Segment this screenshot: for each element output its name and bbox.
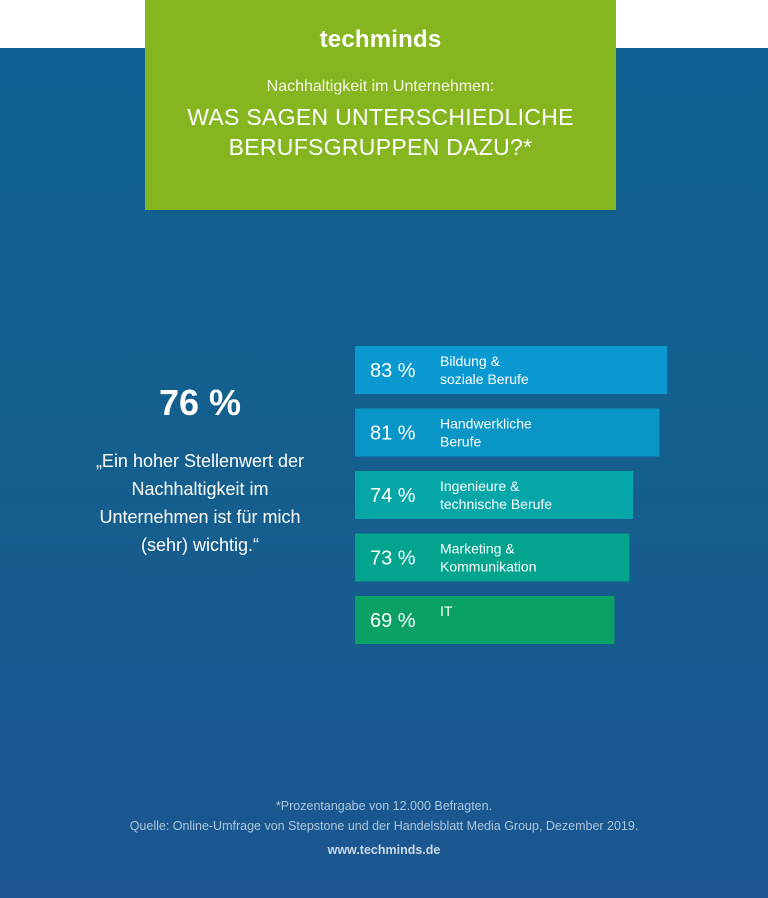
bar-category-label: Bildung & xyxy=(440,353,501,369)
bar-1 xyxy=(355,408,660,457)
bar-0 xyxy=(355,346,667,394)
header-subtitle: Nachhaltigkeit im Unternehmen: xyxy=(266,78,495,95)
bar-3 xyxy=(355,533,630,582)
bar-category-label: technische Berufe xyxy=(440,496,552,512)
bar-category-label: Berufe xyxy=(440,434,481,450)
bar-value-label: 73 % xyxy=(370,548,416,570)
bar-category-label: Kommunikation xyxy=(440,559,537,575)
header-title-line-1: WAS SAGEN UNTERSCHIEDLICHE xyxy=(187,104,574,130)
bar-value-label: 69 % xyxy=(370,610,416,632)
header-title: WAS SAGEN UNTERSCHIEDLICHE BERUFSGRUPPEN… xyxy=(145,102,616,162)
website-link[interactable]: www.techminds.de xyxy=(327,843,441,857)
bar-category-label: IT xyxy=(440,603,453,619)
bar-value-label: 74 % xyxy=(370,485,416,507)
bar-value-label: 81 % xyxy=(370,423,416,445)
bar-2 xyxy=(355,471,634,519)
footnote: *Prozentangabe von 12.000 Befragten. xyxy=(275,799,493,813)
bar-4 xyxy=(355,596,615,644)
header-title-line-2: BERUFSGRUPPEN DAZU?* xyxy=(228,134,533,160)
bar-category-label: soziale Berufe xyxy=(440,371,529,387)
bar-category-label: Ingenieure & xyxy=(440,478,520,494)
bar-category-label: Marketing & xyxy=(440,541,515,557)
header-box: techminds Nachhaltigkeit im Unternehmen:… xyxy=(145,0,616,210)
summary-quote: „Ein hoher Stellenwert der Nachhaltigkei… xyxy=(95,451,305,555)
source-note: Quelle: Online-Umfrage von Stepstone und… xyxy=(129,819,639,833)
bar-category-label: Handwerkliche xyxy=(440,416,532,432)
techminds-logo: techminds xyxy=(319,26,442,53)
summary-percent: 76 % xyxy=(158,382,242,423)
bar-value-label: 83 % xyxy=(370,360,416,382)
